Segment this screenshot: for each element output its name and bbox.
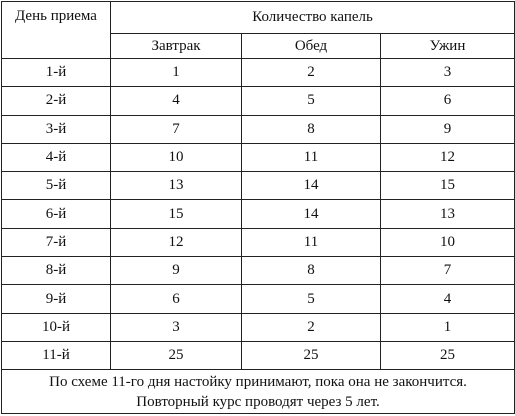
cell: 4-й (1, 142, 111, 173)
cell: 15 (110, 199, 242, 229)
cell: 4 (110, 86, 242, 116)
data-row: 5-й 13 14 15 (1, 171, 515, 201)
cell: 12 (110, 227, 242, 258)
cell: 10 (379, 227, 515, 258)
cell: 3-й (1, 114, 111, 144)
cell: 10-й (1, 312, 111, 342)
header-cell: Ужин (379, 33, 515, 59)
cell: 14 (241, 171, 381, 201)
cell: 2 (241, 312, 381, 342)
cell: 8-й (1, 256, 111, 286)
data-row: 1-й 1 2 3 (1, 57, 515, 88)
cell: 7 (110, 114, 242, 144)
data-row: 7-й 12 11 10 (1, 227, 515, 258)
cell: 14 (241, 199, 381, 229)
header-cell: День приема (1, 1, 111, 59)
cell: 1 (379, 312, 515, 342)
cell: 12 (379, 142, 515, 173)
data-row: 2-й 4 5 6 (1, 86, 515, 116)
data-row: 8-й 9 8 7 (1, 256, 515, 286)
cell: 9 (379, 114, 515, 144)
cell: 2 (241, 57, 381, 88)
cell: 2-й (1, 86, 111, 116)
cell: 8 (241, 114, 381, 144)
footer-line: Повторный курс проводят через 5 лет. (136, 393, 380, 410)
cell: 11 (241, 227, 381, 258)
cell: 6 (379, 86, 515, 116)
header-cell: Обед (241, 33, 381, 59)
header-cell: Количество капель (109, 1, 515, 34)
cell: 1 (110, 57, 242, 88)
cell: 25 (379, 340, 515, 371)
data-row: 9-й 6 5 4 (1, 284, 515, 314)
cell: 7 (379, 256, 515, 286)
cell: 9 (110, 256, 242, 286)
cell: 25 (110, 340, 242, 371)
cell: 4 (379, 284, 515, 314)
footer-line: По схеме 11-го дня настойку принимают, п… (49, 373, 467, 390)
cell: 11 (241, 142, 381, 173)
data-row: 10-й 3 2 1 (1, 312, 515, 342)
footer-cell: По схеме 11-го дня настойку принимают, п… (0, 369, 515, 415)
cell: 10 (110, 142, 242, 173)
footer-row: По схеме 11-го дня настойку принимают, п… (0, 369, 515, 415)
cell: 9-й (1, 284, 111, 314)
cell: 6 (110, 284, 242, 314)
cell: 5 (241, 86, 381, 116)
data-row: 6-й 15 14 13 (1, 199, 515, 229)
cell: 5-й (1, 171, 111, 201)
cell: 8 (241, 256, 381, 286)
header-row: День приема Количество капель (1, 1, 515, 59)
cell: 5 (241, 284, 381, 314)
cell: 13 (379, 199, 515, 229)
cell: 3 (379, 57, 515, 88)
cell: 6-й (1, 199, 111, 229)
cell: 7-й (1, 227, 111, 258)
cell: 25 (241, 340, 381, 371)
header-cell: Завтрак (110, 33, 242, 59)
cell: 1-й (1, 57, 111, 88)
data-row: 11-й 25 25 25 (1, 340, 515, 371)
cell: 13 (110, 171, 242, 201)
cell: 15 (379, 171, 515, 201)
cell: 11-й (1, 340, 111, 371)
cell: 3 (110, 312, 242, 342)
header-row: Завтрак Обед Ужин (2, 33, 515, 59)
data-row: 4-й 10 11 12 (1, 142, 515, 173)
data-row: 3-й 7 8 9 (1, 114, 515, 144)
